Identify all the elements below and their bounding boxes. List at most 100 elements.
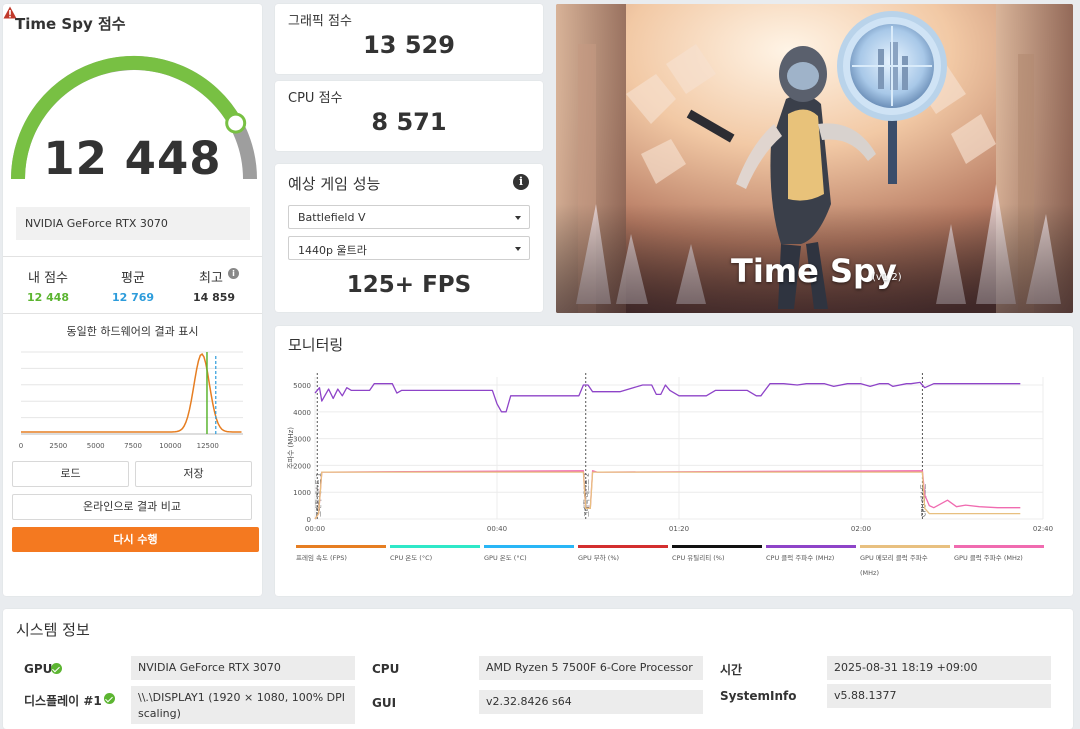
monitoring-panel: 모니터링 0 1000 2000 3000 4000 5000 주파수 (MHz) 00:00… bbox=[275, 326, 1073, 596]
divider bbox=[3, 256, 262, 257]
legend-label: CPU 클럭 주파수 (MHz) bbox=[766, 553, 834, 562]
gpu-value-box: NVIDIA GeForce RTX 3070 bbox=[131, 656, 355, 680]
x-tick-label: 2500 bbox=[49, 442, 67, 450]
graphics-score-value: 13 529 bbox=[363, 31, 455, 59]
x-tick-label: 02:40 bbox=[1033, 525, 1053, 533]
save-button[interactable]: 저장 bbox=[135, 461, 252, 487]
series-line bbox=[314, 381, 1021, 413]
chevron-down-icon bbox=[515, 216, 521, 220]
x-tick-label: 5000 bbox=[87, 442, 105, 450]
distribution-curve bbox=[21, 353, 242, 433]
hero-version: (v1.2) bbox=[872, 272, 902, 283]
resolution-select-value: 1440p 울트라 bbox=[298, 244, 367, 257]
score-title: Time Spy 점수 bbox=[15, 15, 126, 33]
system-info-panel: 시스템 정보 GPU NVIDIA GeForce RTX 3070 디스플레이… bbox=[3, 609, 1073, 729]
y-tick-label: 2000 bbox=[293, 462, 311, 470]
my-score-label: 내 점수 bbox=[27, 271, 68, 286]
series-line bbox=[314, 470, 1021, 520]
y-tick-label: 3000 bbox=[293, 436, 311, 444]
cpu-score-panel: CPU 점수 8 571 bbox=[275, 81, 543, 151]
monitoring-chart: 0 1000 2000 3000 4000 5000 주파수 (MHz) 00:00 00:40… bbox=[286, 373, 1053, 577]
y-tick-label: 4000 bbox=[293, 409, 311, 417]
legend-swatch bbox=[954, 545, 1044, 548]
x-tick-label: 10000 bbox=[159, 442, 181, 450]
y-axis-label: 주파수 (MHz) bbox=[286, 427, 295, 469]
display-value: \\.\DISPLAY1 (1920 × 1080, 100% DPI scal… bbox=[138, 691, 345, 720]
monitoring-title: 모니터링 bbox=[288, 336, 344, 354]
time-value: 2025-08-31 18:19 +09:00 bbox=[834, 661, 978, 674]
gpu-name: NVIDIA GeForce RTX 3070 bbox=[25, 217, 168, 230]
display-value-box: \\.\DISPLAY1 (1920 × 1080, 100% DPI scal… bbox=[131, 686, 355, 724]
game-performance-panel: 예상 게임 성능 i Battlefield V 1440p 울트라 125+ … bbox=[275, 164, 543, 312]
chevron-down-icon bbox=[515, 247, 521, 251]
my-score-value: 12 448 bbox=[26, 291, 70, 304]
legend-label: GPU 메모리 클럭 주파수 bbox=[860, 553, 928, 562]
y-tick-label: 1000 bbox=[293, 489, 311, 497]
system-info-title: 시스템 정보 bbox=[16, 621, 90, 639]
hero-title: Time Spy bbox=[731, 252, 897, 290]
gui-value: v2.32.8426 s64 bbox=[486, 695, 572, 708]
x-tick-label: 02:00 bbox=[851, 525, 871, 533]
game-select-value: Battlefield V bbox=[298, 211, 366, 224]
sysinfo-value-box: v5.88.1377 bbox=[827, 684, 1051, 708]
distribution-chart: 0 2500 5000 7500 10000 12500 bbox=[19, 351, 243, 450]
load-button[interactable]: 로드 bbox=[12, 461, 129, 487]
legend-label: CPU 유틸리티 (%) bbox=[672, 553, 725, 562]
x-tick-label: 00:00 bbox=[305, 525, 325, 533]
legend-swatch bbox=[860, 545, 950, 548]
total-score: 12 448 bbox=[43, 132, 222, 185]
phase-marker-label: 그래픽 테스트 1 bbox=[313, 473, 322, 517]
distribution-title: 동일한 하드웨어의 결과 표시 bbox=[66, 325, 199, 338]
legend-label: CPU 온도 (°C) bbox=[390, 554, 432, 562]
sysinfo-value: v5.88.1377 bbox=[834, 689, 897, 702]
graphics-score-label: 그래픽 점수 bbox=[288, 14, 352, 29]
warning-icon[interactable] bbox=[3, 6, 17, 19]
legend-swatch bbox=[766, 545, 856, 548]
legend-swatch bbox=[390, 545, 480, 548]
check-icon bbox=[104, 693, 115, 704]
run-again-button[interactable]: 다시 수행 bbox=[12, 527, 259, 552]
x-tick-label: 7500 bbox=[124, 442, 142, 450]
x-tick-label: 0 bbox=[19, 442, 23, 450]
x-tick-label: 01:20 bbox=[669, 525, 689, 533]
graphics-score-panel: 그래픽 점수 13 529 bbox=[275, 4, 543, 74]
score-panel: Time Spy 점수 12 448 NVIDIA GeForce RTX 30… bbox=[3, 4, 262, 596]
cpu-label: CPU bbox=[372, 662, 400, 676]
benchmark-hero-image: Time Spy (v1.2) bbox=[556, 4, 1073, 313]
avg-score-value: 12 769 bbox=[111, 291, 155, 304]
x-tick-label: 12500 bbox=[197, 442, 219, 450]
legend-label: GPU 온도 (°C) bbox=[484, 554, 527, 562]
hero-illustration bbox=[556, 4, 1073, 313]
best-info-icon[interactable]: i bbox=[228, 268, 239, 279]
gauge-knob bbox=[225, 112, 247, 134]
compare-online-button[interactable]: 온라인으로 결과 비교 bbox=[12, 494, 252, 520]
cpu-score-label: CPU 점수 bbox=[288, 91, 343, 106]
info-icon[interactable]: i bbox=[513, 174, 529, 190]
legend-swatch bbox=[484, 545, 574, 548]
legend-label: GPU 부하 (%) bbox=[578, 553, 619, 562]
best-score-value: 14 859 bbox=[192, 291, 236, 304]
display-label: 디스플레이 #1 bbox=[24, 694, 102, 708]
legend-label: 프레임 속도 (FPS) bbox=[296, 553, 347, 562]
fps-estimate: 125+ FPS bbox=[346, 272, 472, 298]
divider bbox=[3, 313, 262, 314]
gpu-name-box: NVIDIA GeForce RTX 3070 bbox=[16, 207, 250, 240]
y-tick-label: 0 bbox=[307, 516, 311, 524]
phase-marker-label: CPU 테스트 bbox=[919, 484, 927, 517]
gpu-label: GPU bbox=[24, 662, 53, 676]
series-line bbox=[314, 471, 1021, 520]
best-score-label: 최고 bbox=[199, 271, 223, 286]
legend-swatch bbox=[578, 545, 668, 548]
game-performance-title: 예상 게임 성능 bbox=[288, 175, 381, 193]
legend-label: GPU 클럭 주파수 (MHz) bbox=[954, 553, 1023, 562]
gui-value-box: v2.32.8426 s64 bbox=[479, 690, 703, 714]
legend-swatch bbox=[296, 545, 386, 548]
cpu-score-value: 8 571 bbox=[371, 108, 447, 136]
legend-swatch bbox=[672, 545, 762, 548]
avg-score-label: 평균 bbox=[121, 271, 145, 286]
score-gauge bbox=[11, 55, 257, 180]
game-select[interactable]: Battlefield V bbox=[288, 205, 530, 229]
time-value-box: 2025-08-31 18:19 +09:00 bbox=[827, 656, 1051, 680]
gui-label: GUI bbox=[372, 696, 397, 710]
resolution-select[interactable]: 1440p 울트라 bbox=[288, 236, 530, 260]
